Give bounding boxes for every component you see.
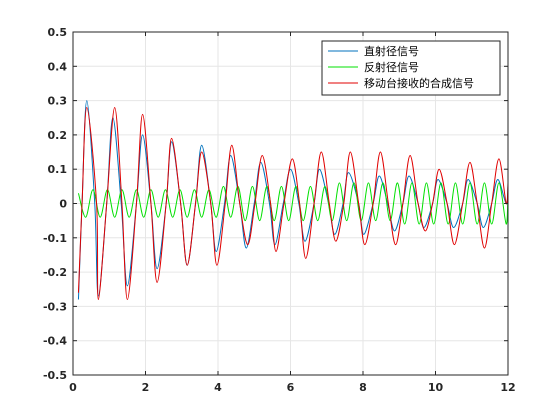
x-tick-labels: 0 2 4 6 8 10 12 <box>69 381 515 394</box>
y-tick-label: 0.3 <box>48 95 68 108</box>
x-tick-label: 2 <box>142 381 150 394</box>
legend-label-2: 移动台接收的合成信号 <box>364 76 474 90</box>
y-tick-label: -0.2 <box>43 266 67 279</box>
series-lines <box>77 100 508 301</box>
y-tick-label: 0.2 <box>48 129 68 142</box>
legend-label-0: 直射径信号 <box>364 44 419 58</box>
series-line-2 <box>77 106 508 301</box>
legend-label-1: 反射径信号 <box>364 60 419 74</box>
series-line-1 <box>77 182 508 225</box>
y-tick-label: 0.5 <box>48 26 68 39</box>
y-tick-label: -0.5 <box>43 369 67 382</box>
y-tick-label: -0.1 <box>43 232 67 245</box>
x-tick-label: 0 <box>69 381 77 394</box>
y-tick-label: 0.4 <box>48 60 68 73</box>
legend-box <box>321 40 501 96</box>
y-tick-labels: -0.5 -0.4 -0.3 -0.2 -0.1 0 0.1 0.2 0.3 0.4 0.5 <box>43 26 67 382</box>
x-tick-label: 4 <box>214 381 222 394</box>
x-tick-label: 12 <box>500 381 515 394</box>
y-tick-label: 0 <box>59 198 67 211</box>
x-tick-label: 10 <box>428 381 444 394</box>
x-tick-label: 8 <box>359 381 367 394</box>
axis-ticks <box>72 31 509 376</box>
y-tick-label: 0.1 <box>48 163 68 176</box>
x-tick-label: 6 <box>287 381 295 394</box>
y-tick-label: -0.4 <box>43 335 67 348</box>
y-tick-label: -0.3 <box>43 300 67 313</box>
